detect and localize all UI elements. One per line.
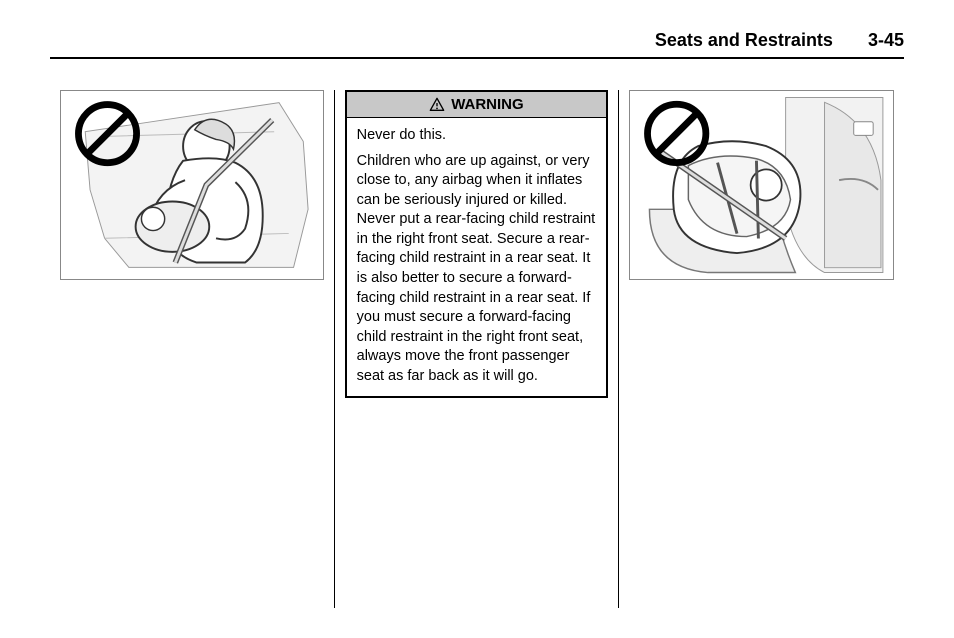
warning-triangle-icon	[429, 97, 445, 113]
warning-body: Never do this. Children who are up again…	[347, 118, 607, 396]
column-right	[619, 90, 904, 608]
column-center: WARNING Never do this. Children who are …	[335, 90, 620, 608]
page-number: 3-45	[868, 30, 904, 50]
warning-paragraph: Never do this.	[357, 126, 597, 146]
prohibition-illustration-left	[61, 91, 323, 279]
illustration-adult-holding-infant	[60, 90, 324, 280]
warning-title: WARNING	[451, 96, 524, 113]
prohibition-icon	[648, 104, 706, 162]
warning-paragraph: Children who are up against, or very clo…	[357, 152, 597, 387]
warning-box: WARNING Never do this. Children who are …	[345, 90, 609, 398]
page-content: WARNING Never do this. Children who are …	[50, 90, 904, 608]
section-title: Seats and Restraints	[655, 30, 833, 50]
page-header: Seats and Restraints 3-45	[50, 30, 904, 59]
warning-header: WARNING	[347, 92, 607, 118]
column-left	[50, 90, 335, 608]
illustration-rear-facing-seat	[629, 90, 894, 280]
prohibition-illustration-right	[630, 91, 893, 279]
